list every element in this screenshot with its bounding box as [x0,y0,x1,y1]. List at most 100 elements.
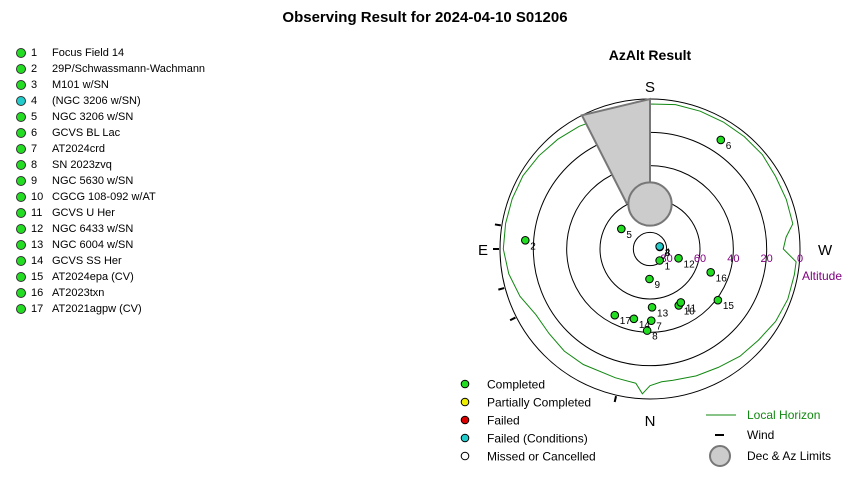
target-point-label: 10 [684,306,696,317]
direction-east: E [478,242,488,259]
legend-label: Missed or Cancelled [487,450,596,464]
status-dot-icon [16,272,26,282]
legend-label: Wind [747,428,774,442]
status-dot-icon [16,240,26,250]
target-name: (NGC 3206 w/SN) [52,95,141,107]
target-number: 1 [31,47,38,59]
target-name: CGCG 108-092 w/AT [52,191,156,203]
target-number: 7 [31,143,38,155]
target-point [674,253,683,263]
target-point-label: 11 [686,303,697,314]
legend-marker-failed_conditions [460,433,470,443]
status-dot-icon [16,208,26,218]
target-point [655,256,664,265]
altitude-axis-label: Altitude [802,269,842,283]
target-point-label: 6 [726,141,732,152]
target-number: 14 [31,255,44,267]
target-point-label: 15 [723,301,735,312]
target-point-label: 4 [665,247,671,258]
target-point-label: 13 [657,308,669,319]
target-number: 6 [31,127,38,139]
target-point-label: 1 [665,261,671,272]
target-name: AT2024crd [52,143,105,155]
page-title: Observing Result for 2024-04-10 S01206 [282,9,568,26]
wind-mark [494,223,502,227]
target-name: SN 2023zvq [52,159,112,171]
target-number: 15 [31,271,44,283]
target-number: 9 [31,175,38,187]
target-name: M101 w/SN [52,79,109,91]
legend-limits-disc [709,445,731,467]
target-name: AT2024epa (CV) [52,271,134,283]
legend-marker-completed [460,379,470,389]
target-number: 5 [31,111,38,123]
wind-mark [613,395,618,403]
status-dot-icon [16,160,26,170]
altitude-tick-label: 60 [694,253,706,265]
target-name: AT2021agpw (CV) [52,303,142,315]
direction-north: N [645,413,656,430]
status-dot-icon [16,64,26,74]
target-point [617,224,626,234]
target-name: NGC 3206 w/SN [52,111,134,123]
altitude-ring [632,231,668,267]
target-name: 29P/Schwassmann-Wachmann [52,63,206,75]
status-dot-icon [16,224,26,234]
legend-label: Dec & Az Limits [747,449,831,463]
status-dot-icon [16,176,26,186]
legend-label: Local Horizon [747,408,820,422]
status-dot-icon [16,80,26,90]
target-point-label: 16 [716,273,728,284]
direction-south: S [645,79,655,96]
target-point [647,302,657,312]
wind-mark [509,316,516,322]
target-point-label: 12 [684,259,696,270]
status-dot-icon [16,304,26,314]
status-dot-icon [16,144,26,154]
target-point [645,274,654,284]
target-name: Focus Field 14 [52,47,125,59]
target-number: 17 [31,303,44,315]
target-point-label: 14 [639,320,651,331]
legend-marker-missed [460,451,470,461]
dec-limit-circle [627,181,673,227]
target-point [629,314,639,324]
altitude-tick-label: 20 [761,253,773,265]
legend-label: Completed [487,378,545,392]
target-number: 2 [31,63,38,75]
target-number: 13 [31,239,44,251]
target-number: 16 [31,287,44,299]
target-name: NGC 5630 w/SN [52,175,134,187]
legend-label: Partially Completed [487,396,591,410]
target-number: 3 [31,79,38,91]
target-number: 12 [31,223,44,235]
legend-label: Failed [487,414,520,428]
legend-label: Failed (Conditions) [487,432,588,446]
target-name: GCVS U Her [52,207,115,219]
target-point-label: 7 [656,322,662,333]
target-point-label: 9 [654,280,660,291]
chart-title: AzAlt Result [609,47,692,63]
altitude-tick-label: 40 [727,253,739,265]
target-name: NGC 6433 w/SN [52,223,134,235]
wind-mark [498,287,505,291]
target-point [655,242,664,251]
local-horizon-line [502,103,797,395]
target-point [706,267,715,277]
target-point-label: 8 [652,332,658,343]
target-point-label: 3 [665,248,671,259]
target-point-label: 5 [626,230,632,241]
status-dot-icon [16,112,26,122]
status-dot-icon [16,192,26,202]
status-dot-icon [16,256,26,266]
target-number: 10 [31,191,44,203]
target-name: GCVS SS Her [52,255,122,267]
target-point [521,235,530,245]
status-dot-icon [16,96,26,106]
status-dot-icon [16,288,26,298]
target-number: 4 [31,95,38,107]
direction-west: W [818,242,833,259]
target-point [646,316,656,325]
target-point-label: 17 [620,316,632,327]
